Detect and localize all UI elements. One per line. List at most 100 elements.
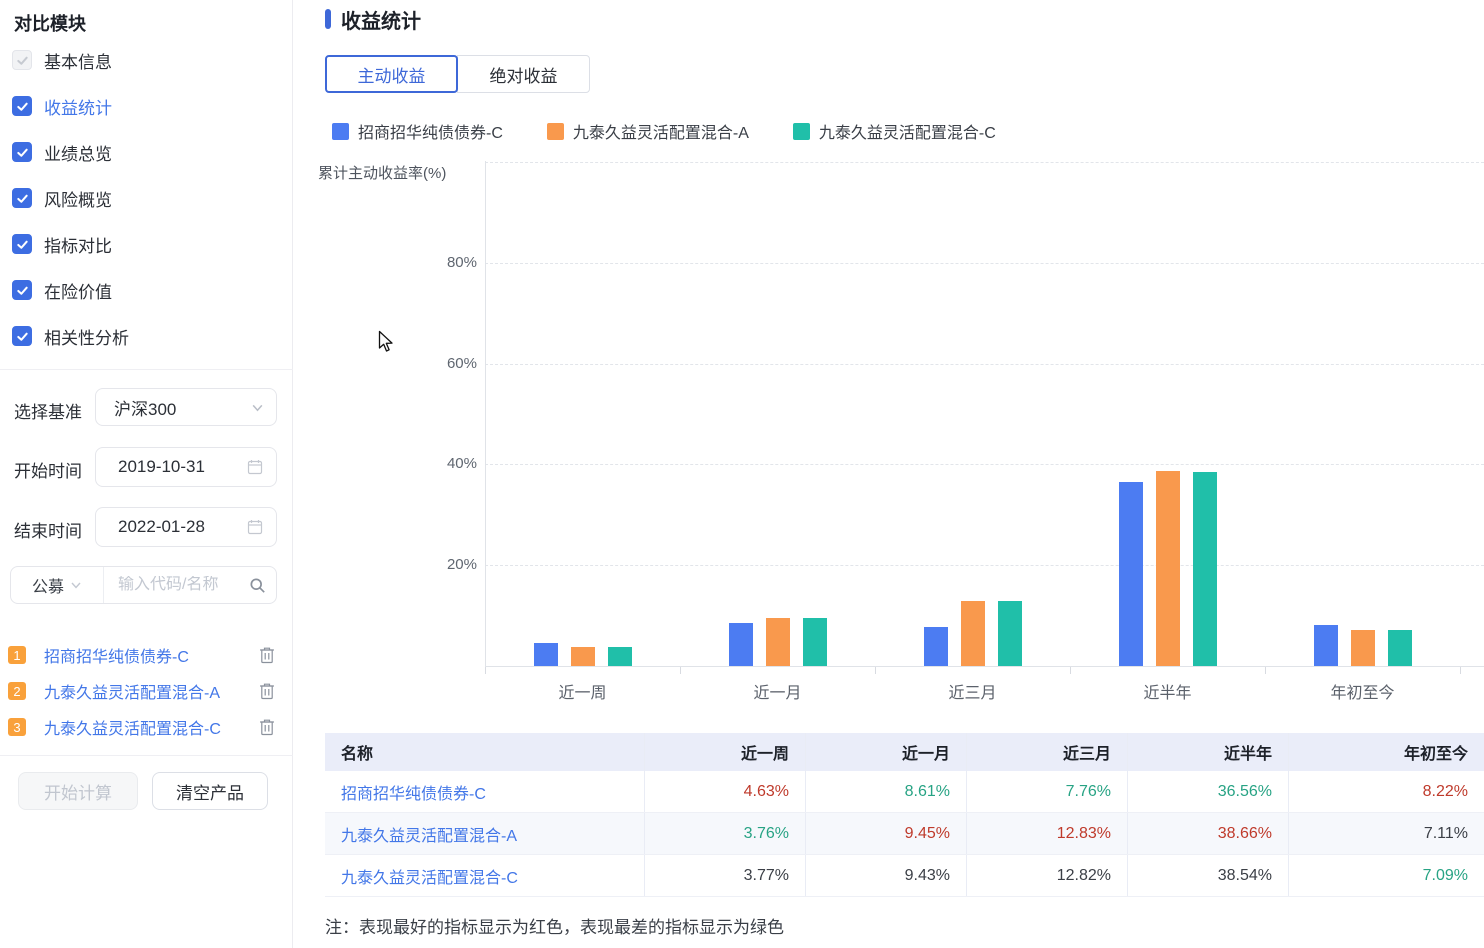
module-checkbox[interactable] bbox=[12, 188, 32, 208]
bar-近一周-series3[interactable] bbox=[608, 647, 632, 666]
bar-近一周-series1[interactable] bbox=[534, 643, 558, 666]
y-axis-tick-label: 40% bbox=[446, 455, 477, 473]
end-date-value: 2022-01-28 bbox=[118, 517, 205, 536]
table-cell-value: 8.61% bbox=[806, 771, 967, 812]
bar-近半年-series2[interactable] bbox=[1156, 471, 1180, 666]
table-row: 九泰久益灵活配置混合-A 3.76% 9.45% 12.83% 38.66% 7.11% bbox=[325, 813, 1484, 855]
module-checkbox[interactable] bbox=[12, 326, 32, 346]
product-name-link[interactable]: 招商招华纯债债券-C bbox=[44, 649, 189, 666]
table-cell-value: 4.63% bbox=[645, 771, 806, 812]
bar-近一月-series2[interactable] bbox=[766, 618, 790, 666]
bar-近半年-series3[interactable] bbox=[1193, 472, 1217, 666]
product-index-badge: 1 bbox=[8, 646, 26, 664]
table-header-cell: 名称 bbox=[325, 733, 645, 771]
sidebar-divider bbox=[0, 755, 293, 756]
tab-active-return[interactable]: 主动收益 bbox=[325, 55, 458, 93]
bar-年初至今-series1[interactable] bbox=[1314, 625, 1338, 666]
table-header-cell: 近三月 bbox=[967, 733, 1128, 771]
fund-name-link[interactable]: 招商招华纯债债券-C bbox=[341, 785, 486, 803]
bar-年初至今-series2[interactable] bbox=[1351, 630, 1375, 666]
bar-近三月-series3[interactable] bbox=[998, 601, 1022, 666]
end-date-input[interactable]: 2022-01-28 bbox=[95, 507, 277, 547]
y-axis-tick-label: 60% bbox=[446, 354, 477, 372]
table-row: 九泰久益灵活配置混合-C 3.77% 9.43% 12.82% 38.54% 7.09% bbox=[325, 855, 1484, 897]
chevron-down-icon bbox=[251, 401, 264, 414]
module-label: 业绩总览 bbox=[44, 144, 112, 164]
product-name-link[interactable]: 九泰久益灵活配置混合-A bbox=[44, 685, 221, 702]
x-axis-tick bbox=[680, 667, 681, 674]
product-name-link[interactable]: 九泰久益灵活配置混合-C bbox=[44, 721, 221, 738]
start-calculation-button[interactable]: 开始计算 bbox=[18, 772, 138, 810]
module-checkbox[interactable] bbox=[12, 50, 32, 70]
table-cell-name: 招商招华纯债债券-C bbox=[325, 771, 645, 812]
sidebar-module-6[interactable]: 在险价值 bbox=[12, 278, 112, 302]
module-label: 相关性分析 bbox=[44, 328, 129, 348]
trash-icon[interactable] bbox=[259, 646, 275, 664]
sidebar-module-2[interactable]: 收益统计 bbox=[12, 94, 112, 118]
module-checkbox[interactable] bbox=[12, 234, 32, 254]
product-row: 1 招商招华纯债债券-C bbox=[8, 641, 283, 669]
chevron-down-icon bbox=[71, 582, 81, 589]
y-axis-line bbox=[485, 161, 486, 666]
gridline-100 bbox=[485, 162, 1484, 163]
x-axis-category-label: 年初至今 bbox=[1330, 685, 1395, 702]
sidebar-module-3[interactable]: 业绩总览 bbox=[12, 140, 112, 164]
benchmark-value: 沪深300 bbox=[114, 399, 177, 419]
table-header-cell: 近半年 bbox=[1128, 733, 1289, 771]
module-label: 基本信息 bbox=[44, 52, 112, 72]
benchmark-select[interactable]: 沪深300 bbox=[95, 388, 277, 426]
module-checkbox[interactable] bbox=[12, 280, 32, 300]
legend-item[interactable]: 九泰久益灵活配置混合-C bbox=[792, 119, 996, 143]
sidebar-module-4[interactable]: 风险概览 bbox=[12, 186, 112, 210]
trash-icon[interactable] bbox=[259, 682, 275, 700]
fund-name-link[interactable]: 九泰久益灵活配置混合-A bbox=[341, 827, 518, 845]
x-axis-tick bbox=[1070, 667, 1071, 674]
trash-icon[interactable] bbox=[259, 718, 275, 736]
sidebar-module-5[interactable]: 指标对比 bbox=[12, 232, 112, 256]
product-index-badge: 3 bbox=[8, 718, 26, 736]
end-time-label: 结束时间 bbox=[14, 522, 82, 541]
module-label: 在险价值 bbox=[44, 282, 112, 302]
table-cell-value: 12.83% bbox=[967, 813, 1128, 854]
module-checkbox[interactable] bbox=[12, 96, 32, 116]
clear-products-button[interactable]: 清空产品 bbox=[152, 772, 268, 810]
fund-name-link[interactable]: 九泰久益灵活配置混合-C bbox=[341, 869, 518, 887]
bar-近三月-series2[interactable] bbox=[961, 601, 985, 666]
table-row: 招商招华纯债债券-C 4.63% 8.61% 7.76% 36.56% 8.22% bbox=[325, 771, 1484, 813]
gridline-40 bbox=[485, 464, 1484, 466]
sidebar-module-1[interactable]: 基本信息 bbox=[12, 48, 112, 72]
bar-近一月-series1[interactable] bbox=[729, 623, 753, 666]
legend-color-swatch bbox=[546, 122, 564, 140]
module-label: 风险概览 bbox=[44, 190, 112, 210]
start-time-label: 开始时间 bbox=[14, 462, 82, 481]
fund-type-select[interactable]: 公募 bbox=[11, 567, 104, 603]
x-axis-tick bbox=[485, 667, 486, 674]
gridline-60 bbox=[485, 363, 1484, 365]
search-icon[interactable] bbox=[249, 577, 276, 594]
table-header-cell: 近一周 bbox=[645, 733, 806, 771]
legend-item[interactable]: 九泰久益灵活配置混合-A bbox=[546, 119, 749, 143]
legend-item[interactable]: 招商招华纯债债券-C bbox=[332, 119, 503, 143]
bar-近半年-series1[interactable] bbox=[1119, 482, 1143, 666]
table-header-cell: 近一月 bbox=[806, 733, 967, 771]
table-header-cell: 年初至今 bbox=[1403, 746, 1468, 763]
bar-近一月-series3[interactable] bbox=[803, 618, 827, 666]
legend-color-swatch bbox=[332, 122, 349, 140]
legend-label: 九泰久益灵活配置混合-C bbox=[818, 125, 996, 142]
search-input[interactable] bbox=[104, 576, 249, 594]
x-axis-line bbox=[485, 666, 1484, 667]
x-axis-category-label: 近三月 bbox=[948, 685, 997, 702]
tab-absolute-return[interactable]: 绝对收益 bbox=[457, 55, 590, 93]
bar-近三月-series1[interactable] bbox=[924, 627, 948, 666]
bar-近一周-series2[interactable] bbox=[571, 647, 595, 666]
product-row: 3 九泰久益灵活配置混合-C bbox=[8, 713, 283, 741]
section-accent-bar bbox=[325, 9, 331, 29]
module-checkbox[interactable] bbox=[12, 142, 32, 162]
sidebar-module-7[interactable]: 相关性分析 bbox=[12, 324, 129, 348]
legend-color-swatch bbox=[792, 122, 810, 140]
start-date-input[interactable]: 2019-10-31 bbox=[95, 447, 277, 487]
x-axis-tick bbox=[875, 667, 876, 674]
bar-年初至今-series3[interactable] bbox=[1388, 630, 1412, 666]
table-cell-value: 38.66% bbox=[1128, 813, 1289, 854]
